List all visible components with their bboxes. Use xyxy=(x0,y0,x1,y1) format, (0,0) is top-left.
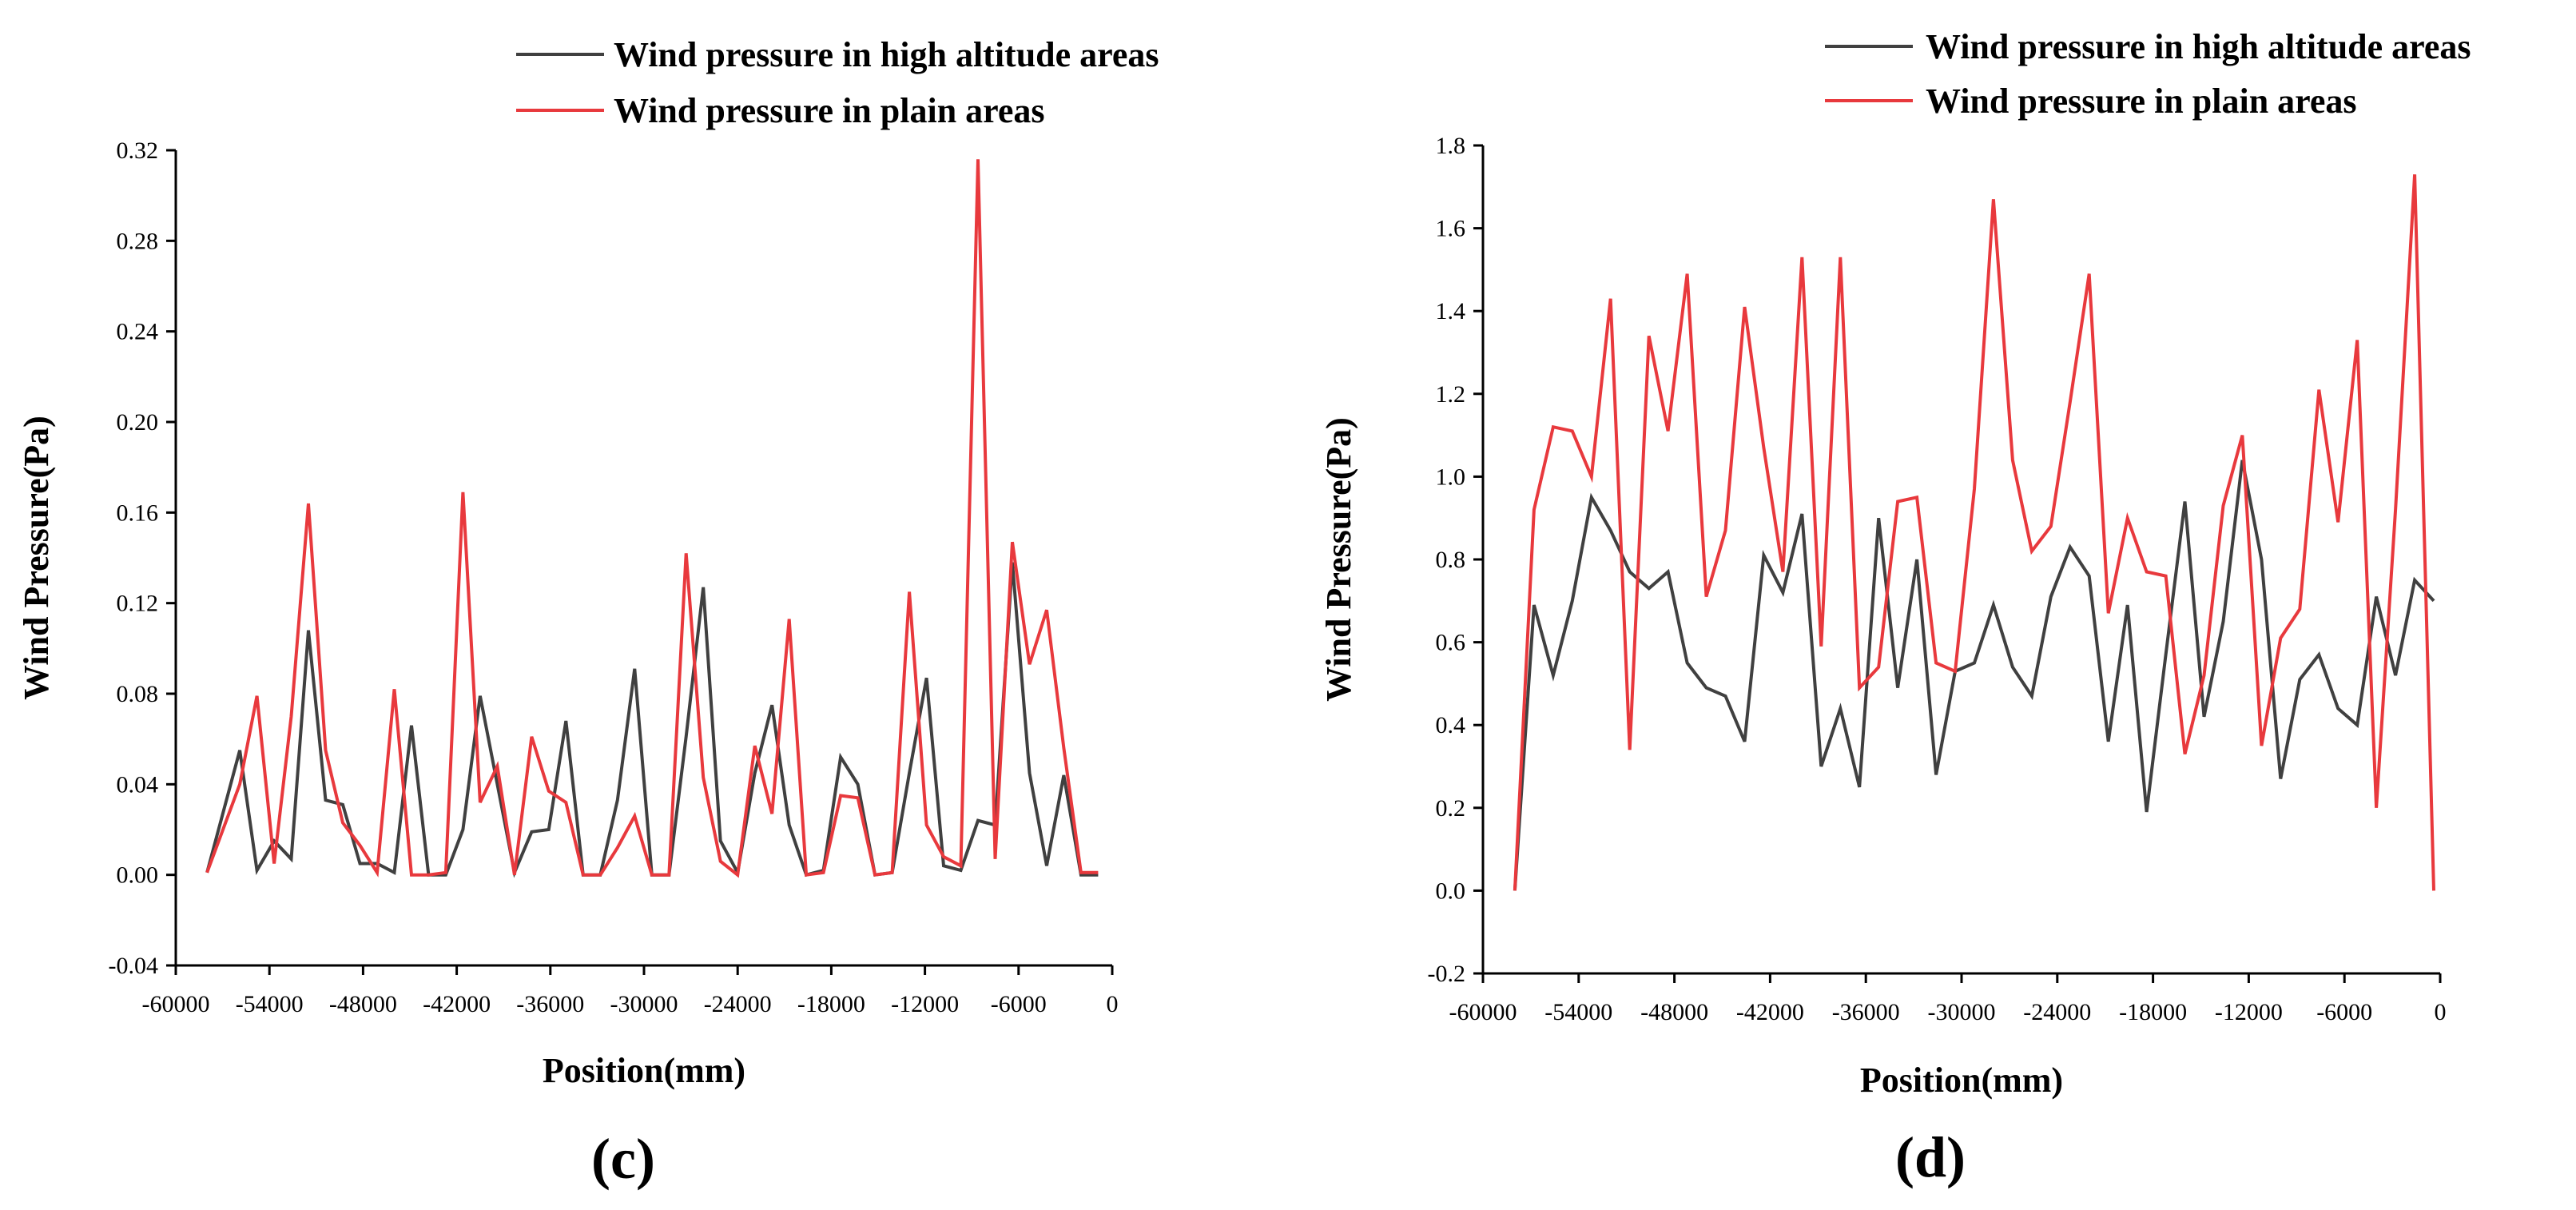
y-tick-label: 1.6 xyxy=(1436,216,1466,242)
panel-label: (c) xyxy=(591,1127,655,1191)
x-tick-label: -60000 xyxy=(1449,999,1517,1025)
x-tick-label: -60000 xyxy=(142,991,210,1017)
x-axis-title: Position(mm) xyxy=(543,1051,745,1090)
y-tick-label: 1.2 xyxy=(1436,381,1466,408)
x-tick-label: -18000 xyxy=(2119,999,2187,1025)
y-tick-label: 1.4 xyxy=(1436,298,1466,324)
series-line-high-altitude xyxy=(1513,460,2435,891)
series-line-plain xyxy=(205,159,1099,878)
y-tick-label: 0.12 xyxy=(117,591,159,617)
x-tick-label: -48000 xyxy=(329,991,397,1017)
legend-label: Wind pressure in high altitude areas xyxy=(614,35,1159,74)
legend-label: Wind pressure in plain areas xyxy=(614,91,1045,130)
y-tick-label: 0.04 xyxy=(117,771,159,798)
x-tick-label: -6000 xyxy=(991,991,1047,1017)
x-tick-label: -24000 xyxy=(2023,999,2091,1025)
x-tick-label: -30000 xyxy=(1928,999,1996,1025)
y-tick-label: 1.8 xyxy=(1436,133,1466,159)
y-axis-title: Wind Pressure(Pa) xyxy=(17,416,56,700)
y-tick-label: 0.00 xyxy=(117,862,159,889)
x-tick-label: 0 xyxy=(2435,999,2447,1025)
x-tick-label: 0 xyxy=(1107,991,1119,1017)
y-tick-label: 1.0 xyxy=(1436,464,1466,490)
panel-label: (d) xyxy=(1895,1125,1966,1189)
x-tick-label: -48000 xyxy=(1640,999,1708,1025)
x-tick-label: -42000 xyxy=(1736,999,1804,1025)
y-axis-title: Wind Pressure(Pa) xyxy=(1319,417,1358,702)
y-tick-label: 0.28 xyxy=(117,228,159,254)
x-tick-label: -30000 xyxy=(610,991,678,1017)
legend-label: Wind pressure in high altitude areas xyxy=(1926,27,2471,66)
y-tick-label: 0.6 xyxy=(1436,630,1466,656)
x-tick-label: -54000 xyxy=(236,991,304,1017)
x-axis-title: Position(mm) xyxy=(1860,1061,2063,1100)
x-tick-label: -36000 xyxy=(516,991,584,1017)
y-tick-label: -0.04 xyxy=(109,953,159,979)
y-tick-label: 0.0 xyxy=(1436,878,1466,904)
x-tick-label: -12000 xyxy=(891,991,959,1017)
y-tick-label: 0.16 xyxy=(117,500,159,526)
y-tick-label: 0.20 xyxy=(117,409,159,436)
x-tick-label: -18000 xyxy=(797,991,865,1017)
y-tick-label: 0.2 xyxy=(1436,795,1466,822)
y-tick-label: 0.08 xyxy=(117,681,159,707)
x-tick-label: -42000 xyxy=(423,991,491,1017)
x-tick-label: -36000 xyxy=(1832,999,1900,1025)
x-tick-label: -54000 xyxy=(1544,999,1612,1025)
chart-panel-d: -60000 -54000 -48000 -42000 -36000 -30000 -240… xyxy=(1319,27,2471,1189)
y-tick-label: 0.8 xyxy=(1436,547,1466,573)
chart-panel-c: -60000 -54000 -48000 -42000 -36000 -30000 -240… xyxy=(17,35,1159,1191)
y-tick-label: 0.24 xyxy=(117,319,159,345)
series-line-plain xyxy=(1513,174,2435,891)
x-tick-label: -12000 xyxy=(2215,999,2283,1025)
y-tick-label: -0.2 xyxy=(1428,961,1466,987)
x-tick-label: -6000 xyxy=(2316,999,2372,1025)
y-tick-label: 0.32 xyxy=(117,137,159,164)
x-tick-label: -24000 xyxy=(704,991,772,1017)
legend-label: Wind pressure in plain areas xyxy=(1926,82,2357,121)
y-tick-label: 0.4 xyxy=(1436,712,1466,738)
